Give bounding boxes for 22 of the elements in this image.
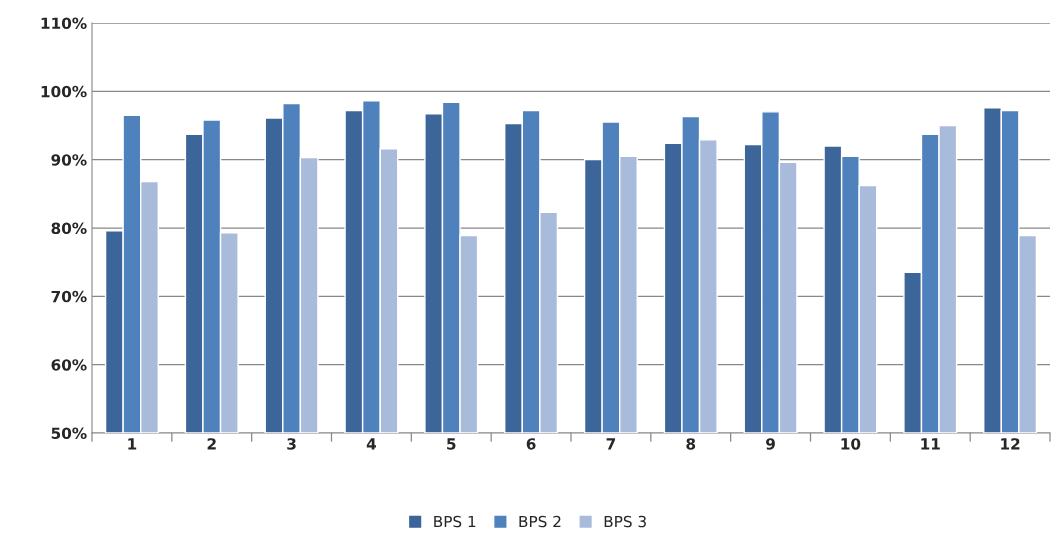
x-tick-label: 12 bbox=[1001, 438, 1020, 450]
x-tick-label: 6 bbox=[526, 438, 536, 450]
x-tick-label: 5 bbox=[447, 438, 456, 450]
x-tick-label: 7 bbox=[606, 438, 616, 450]
y-tick-label: 70% bbox=[51, 290, 87, 303]
x-tick-label: 11 bbox=[921, 438, 940, 450]
x-tick-label: 9 bbox=[766, 438, 775, 450]
legend-label: BPS 2 bbox=[519, 515, 561, 528]
x-tick-label: 10 bbox=[841, 438, 861, 450]
y-tick-label: 50% bbox=[51, 427, 87, 440]
y-tick-label: 100% bbox=[41, 85, 87, 98]
x-tick-label: 2 bbox=[207, 438, 216, 450]
legend-label: BPS 3 bbox=[604, 515, 646, 528]
y-tick-label: 90% bbox=[51, 154, 87, 166]
x-tick-label: 3 bbox=[287, 438, 296, 450]
legend-label: BPS 1 bbox=[434, 515, 476, 528]
x-tick-label: 4 bbox=[366, 438, 377, 450]
x-tick-label: 1 bbox=[128, 438, 137, 450]
y-tick-label: 80% bbox=[51, 222, 87, 235]
y-tick-label: 110% bbox=[41, 17, 87, 30]
y-tick-label: 60% bbox=[51, 359, 87, 371]
x-tick-label: 8 bbox=[686, 438, 696, 450]
